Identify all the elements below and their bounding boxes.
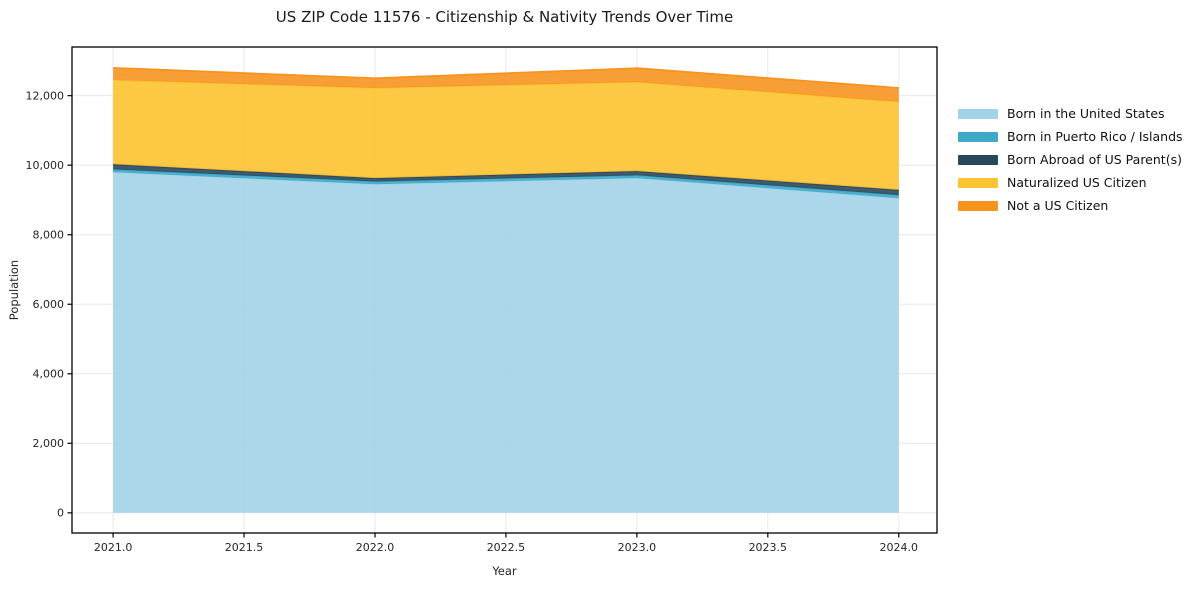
legend-label: Born in the United States xyxy=(1007,106,1165,121)
y-tick-label: 4,000 xyxy=(33,368,65,381)
legend-item: Born in Puerto Rico / Islands xyxy=(958,125,1183,148)
legend-item: Not a US Citizen xyxy=(958,194,1183,217)
plot-border xyxy=(71,46,938,534)
legend-item: Born in the United States xyxy=(958,102,1183,125)
legend-item: Born Abroad of US Parent(s) xyxy=(958,148,1183,171)
legend-item: Naturalized US Citizen xyxy=(958,171,1183,194)
y-tick-label: 10,000 xyxy=(26,159,65,172)
x-tick-label: 2023.5 xyxy=(749,541,788,554)
legend-swatch xyxy=(958,200,998,211)
legend: Born in the United States Born in Puerto … xyxy=(958,102,1183,217)
area-series xyxy=(113,67,899,513)
x-tick-label: 2021.0 xyxy=(94,541,133,554)
y-tick-label: 12,000 xyxy=(26,89,65,102)
x-tick-label: 2024.0 xyxy=(880,541,919,554)
y-tick-label: 8,000 xyxy=(33,229,65,242)
x-tick-label: 2022.5 xyxy=(487,541,526,554)
y-tick-label: 0 xyxy=(57,507,64,520)
x-tick-label: 2022.0 xyxy=(356,541,395,554)
legend-swatch xyxy=(958,131,998,142)
legend-swatch xyxy=(958,108,998,119)
y-axis-label: Population xyxy=(7,259,21,321)
legend-label: Born in Puerto Rico / Islands xyxy=(1007,129,1183,144)
legend-label: Born Abroad of US Parent(s) xyxy=(1007,152,1182,167)
legend-label: Naturalized US Citizen xyxy=(1007,175,1147,190)
area-fill xyxy=(113,172,899,513)
x-axis-label: Year xyxy=(492,564,517,578)
legend-swatch xyxy=(958,154,998,165)
area-line xyxy=(113,67,899,89)
legend-swatch xyxy=(958,177,998,188)
ticks: 2021.0 2021.5 2022.0 2022.5 2023.0 2023.5 2024… xyxy=(26,89,919,554)
area-fill xyxy=(113,80,899,190)
x-tick-label: 2023.0 xyxy=(618,541,657,554)
y-tick-label: 6,000 xyxy=(33,298,65,311)
y-tick-label: 2,000 xyxy=(33,437,65,450)
x-tick-label: 2021.5 xyxy=(225,541,264,554)
area-fill xyxy=(113,164,899,196)
legend-label: Not a US Citizen xyxy=(1007,198,1109,213)
chart-title: US ZIP Code 11576 - Citizenship & Nativi… xyxy=(275,8,734,26)
